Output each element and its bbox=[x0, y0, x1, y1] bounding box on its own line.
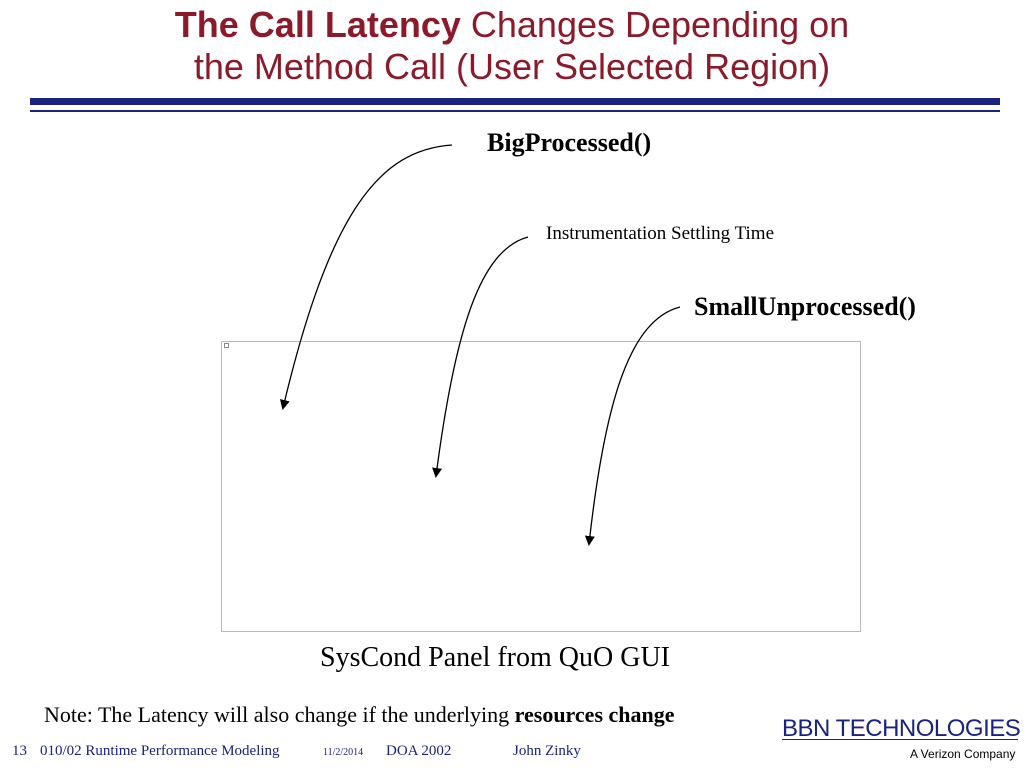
panel-window-caption bbox=[224, 343, 231, 348]
note-emphasis: resources change bbox=[514, 702, 675, 727]
arrow-big-processed bbox=[279, 144, 453, 410]
arrow-settling-time bbox=[432, 236, 529, 478]
title-line-1: The Call Latency Changes Depending on bbox=[0, 4, 1024, 46]
logo-tagline: A Verizon Company bbox=[910, 747, 1016, 761]
footer-author: John Zinky bbox=[513, 743, 581, 759]
title-rule-thin bbox=[30, 110, 1000, 112]
title-rule-thick bbox=[30, 98, 1000, 105]
title-emphasis: The Call Latency bbox=[174, 4, 461, 45]
footer-event: DOA 2002 bbox=[386, 743, 452, 759]
title-line-2: the Method Call (User Selected Region) bbox=[193, 46, 831, 87]
logo-rule bbox=[782, 739, 1018, 740]
slide-title: The Call Latency Changes Depending on th… bbox=[0, 4, 1024, 88]
panel-caption: SysCond Panel from QuO GUI bbox=[320, 642, 670, 673]
footer-slide-number: 13 bbox=[12, 743, 27, 759]
arrow-small-unprocessed bbox=[584, 306, 681, 546]
bbn-logo: BBN TECHNOLOGIES bbox=[782, 715, 1021, 742]
footer-course: 010/02 Runtime Performance Modeling bbox=[40, 743, 280, 759]
title-line-1-rest: Changes Depending on bbox=[460, 4, 850, 45]
syscond-panel-image bbox=[221, 341, 861, 632]
note-prefix: Note: The Latency will also change if th… bbox=[44, 702, 515, 727]
label-small-unprocessed: SmallUnprocessed() bbox=[694, 292, 916, 321]
window-icon bbox=[224, 343, 229, 348]
note-text: Note: The Latency will also change if th… bbox=[44, 702, 675, 728]
footer-date: 11/2/2014 bbox=[323, 747, 364, 758]
label-big-processed: BigProcessed() bbox=[487, 128, 652, 157]
label-settling-time: Instrumentation Settling Time bbox=[546, 223, 775, 244]
